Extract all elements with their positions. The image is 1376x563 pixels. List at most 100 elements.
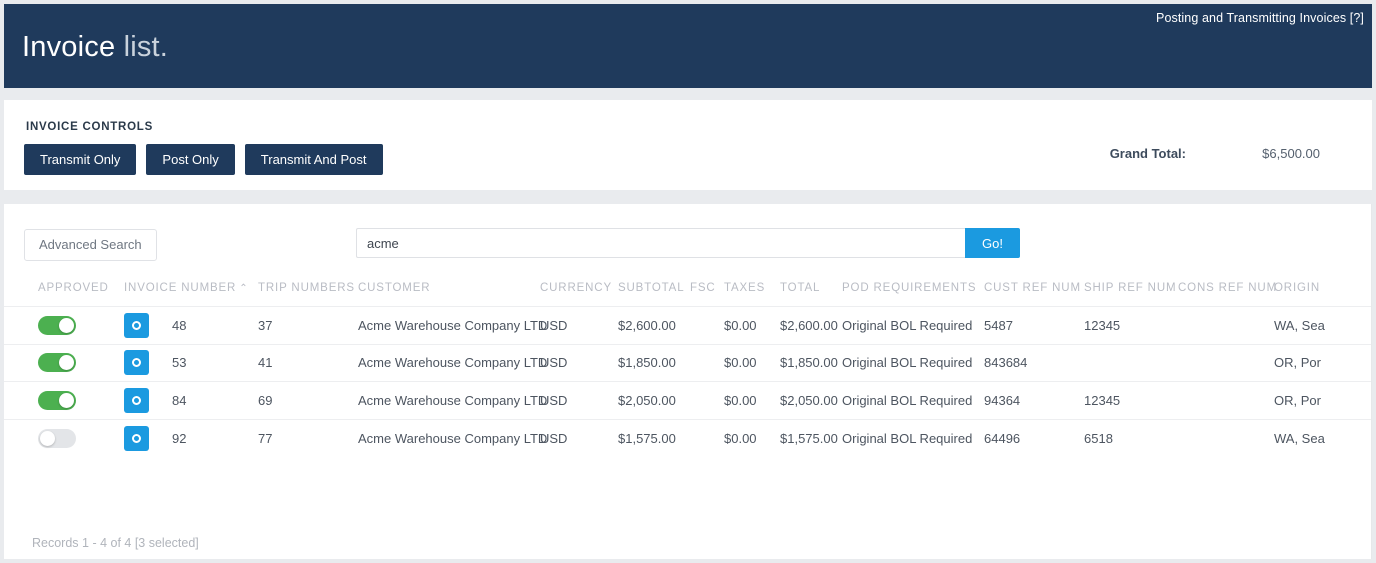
search-input[interactable] [356, 228, 965, 258]
column-header-ship-ref-num[interactable]: SHIP REF NUM [1084, 282, 1178, 307]
cell-fsc [690, 343, 724, 382]
records-count-label: Records 1 - 4 of 4 [3 selected] [32, 536, 199, 550]
cell-ship-ref-num: 12345 [1084, 306, 1178, 344]
cell-origin: OR, Por [1274, 343, 1372, 382]
invoice-number-value: 92 [172, 430, 187, 446]
cell-taxes: $0.00 [724, 306, 780, 344]
invoice-number-value: 84 [172, 392, 187, 408]
column-header-invoice-number[interactable]: INVOICE NUMBER ⌃ [124, 282, 258, 307]
column-header-pod-requirements[interactable]: POD REQUIREMENTS [842, 282, 984, 307]
cell-customer: Acme Warehouse Company LTD [358, 343, 547, 382]
cell-approved [4, 306, 124, 344]
grand-total-label: Grand Total: [1109, 146, 1186, 161]
invoice-number-value: 48 [172, 317, 187, 333]
column-header-fsc[interactable]: FSC [690, 282, 724, 307]
column-label-taxes: TAXES [724, 282, 766, 294]
cell-invoice-number: 53 [124, 343, 258, 382]
help-link[interactable]: Posting and Transmitting Invoices [?] [1156, 11, 1364, 25]
cell-pod-requirements: Original BOL Required [842, 306, 984, 344]
column-label-customer: CUSTOMER [358, 282, 431, 294]
grid-right-edge [1371, 204, 1372, 559]
page-title: Invoice list. [22, 31, 168, 64]
cell-fsc [690, 381, 724, 419]
cell-invoice-number: 48 [124, 306, 258, 344]
column-label-subtotal: SUBTOTAL [618, 282, 685, 294]
cell-total: $2,600.00 [780, 306, 842, 344]
column-header-total[interactable]: TOTAL [780, 282, 842, 307]
column-header-subtotal[interactable]: SUBTOTAL [618, 282, 690, 307]
toggle-knob [59, 317, 74, 333]
cell-invoice-number: 92 [124, 418, 258, 457]
column-header-cons-ref-num[interactable]: CONS REF NUM [1178, 282, 1278, 307]
table-row[interactable]: 92 77 Acme Warehouse Company LTD USD $1,… [4, 418, 1372, 457]
cell-fsc [690, 418, 724, 457]
column-label-pod-requirements: POD REQUIREMENTS [842, 282, 977, 294]
table-row[interactable]: 48 37 Acme Warehouse Company LTD USD $2,… [4, 306, 1372, 344]
column-header-origin[interactable]: ORIGIN [1274, 282, 1372, 307]
cell-customer: Acme Warehouse Company LTD [358, 418, 547, 457]
cell-cons-ref-num [1178, 381, 1274, 419]
search-go-button[interactable]: Go! [965, 228, 1020, 258]
cell-cust-ref-num: 94364 [984, 381, 1084, 419]
cell-currency: USD [540, 343, 618, 382]
column-header-customer[interactable]: CUSTOMER [358, 282, 540, 307]
table-header-row: APPROVED INVOICE NUMBER ⌃ TRIP NUMBERS CU… [4, 282, 1372, 307]
toggle-knob [40, 430, 55, 446]
cell-total: $1,575.00 [780, 418, 842, 457]
approved-toggle[interactable] [38, 428, 76, 448]
post-only-button[interactable]: Post Only [146, 144, 235, 175]
cell-pod-requirements: Original BOL Required [842, 418, 984, 457]
cell-cust-ref-num: 843684 [984, 343, 1084, 382]
column-header-trip-numbers[interactable]: TRIP NUMBERS [258, 282, 358, 307]
ring-shape [132, 433, 141, 443]
circle-ring-icon[interactable] [124, 387, 149, 413]
cell-ship-ref-num: 12345 [1084, 381, 1178, 419]
cell-origin: WA, Sea [1274, 418, 1372, 457]
app-header: Posting and Transmitting Invoices [?] In… [4, 4, 1372, 88]
cell-customer: Acme Warehouse Company LTD [358, 381, 547, 419]
approved-toggle[interactable] [38, 315, 76, 335]
cell-fsc [690, 306, 724, 344]
table-row[interactable]: 84 69 Acme Warehouse Company LTD USD $2,… [4, 381, 1372, 419]
circle-ring-icon[interactable] [124, 425, 149, 451]
approved-toggle[interactable] [38, 390, 76, 410]
cell-total: $2,050.00 [780, 381, 842, 419]
cell-cust-ref-num: 5487 [984, 306, 1084, 344]
toggle-knob [59, 355, 74, 371]
cell-ship-ref-num: 6518 [1084, 418, 1178, 457]
column-label-invoice-number: INVOICE NUMBER [124, 282, 237, 294]
approved-toggle[interactable] [38, 353, 76, 373]
invoice-number-value: 53 [172, 355, 187, 371]
sort-asc-icon: ⌃ [239, 283, 249, 294]
transmit-only-button[interactable]: Transmit Only [24, 144, 137, 175]
invoice-table-viewport[interactable]: APPROVED INVOICE NUMBER ⌃ TRIP NUMBERS CU… [4, 282, 1372, 482]
column-label-currency: CURRENCY [540, 282, 612, 294]
circle-ring-icon[interactable] [124, 350, 149, 376]
transmit-and-post-button[interactable]: Transmit And Post [244, 144, 383, 175]
column-header-approved[interactable]: APPROVED [4, 282, 124, 307]
column-header-taxes[interactable]: TAXES [724, 282, 780, 307]
column-label-ship-ref-num: SHIP REF NUM [1084, 282, 1177, 294]
ring-shape [132, 395, 141, 405]
cell-cust-ref-num: 64496 [984, 418, 1084, 457]
table-row[interactable]: 53 41 Acme Warehouse Company LTD USD $1,… [4, 343, 1372, 382]
invoice-controls-label: INVOICE CONTROLS [26, 121, 154, 133]
circle-ring-icon[interactable] [124, 312, 149, 338]
cell-taxes: $0.00 [724, 418, 780, 457]
advanced-search-button[interactable]: Advanced Search [24, 229, 157, 261]
column-header-cust-ref-num[interactable]: CUST REF NUM [984, 282, 1084, 307]
cell-approved [4, 381, 124, 419]
cell-origin: OR, Por [1274, 381, 1372, 419]
column-label-origin: ORIGIN [1274, 282, 1320, 294]
invoice-controls-button-row: Transmit Only Post Only Transmit And Pos… [24, 144, 383, 175]
column-header-currency[interactable]: CURRENCY [540, 282, 618, 307]
column-label-approved: APPROVED [38, 282, 109, 294]
column-label-cons-ref-num: CONS REF NUM [1178, 282, 1278, 294]
invoice-table-head: APPROVED INVOICE NUMBER ⌃ TRIP NUMBERS CU… [4, 282, 1372, 307]
page-title-light: list. [123, 31, 169, 63]
cell-currency: USD [540, 381, 618, 419]
column-label-fsc: FSC [690, 282, 716, 294]
cell-currency: USD [540, 306, 618, 344]
grand-total-value: $6,500.00 [1262, 146, 1320, 161]
